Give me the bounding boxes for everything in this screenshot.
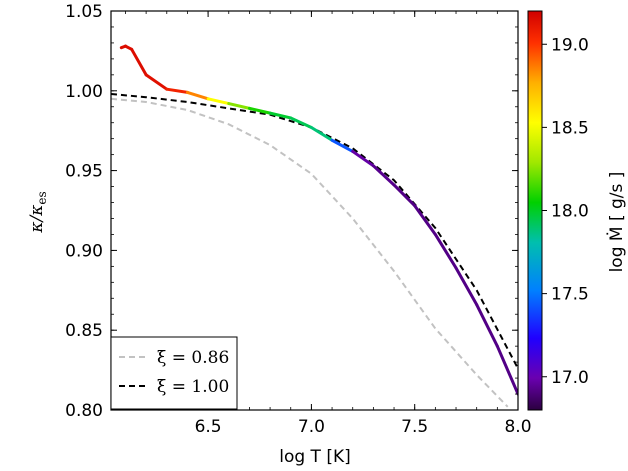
x-tick-label: 6.5 [195,417,222,437]
colored-series-segment [392,183,417,208]
colored-series-segment [433,232,458,270]
colored-series-segment [495,344,518,396]
colored-series-segment [206,97,231,106]
legend-label: ξ = 1.00 [157,377,229,397]
x-tick-label: 8.0 [504,417,531,437]
colored-series-segment [268,111,293,120]
x-axis-label: log T [K] [279,447,351,467]
colored-series-segment [165,87,189,94]
colored-series-segment [330,138,355,153]
colorbar-label: log Ṁ [ g/s ] [606,172,627,273]
colored-series-segment [289,116,313,130]
colored-series-segment [144,73,169,91]
colored-series-segment [227,102,251,110]
colorbar-tick-label: 17.5 [551,285,589,305]
series-line-0 [111,97,509,408]
colorbar-tick-label: 17.0 [551,368,589,388]
y-tick-label: 1.00 [65,82,103,102]
y-axis: 0.80 0.85 0.90 0.95 1.00 1.05 [65,2,518,421]
y-tick-label: 1.05 [65,2,103,22]
colorbar: 17.0 17.5 18.0 18.5 19.0 log Ṁ [ g/s ] [527,10,627,411]
colorbar-gradient [527,10,543,411]
series-group [111,44,518,408]
colored-series-segment [130,47,148,77]
colored-series-segment [309,126,334,142]
colored-series-segment [351,149,375,168]
x-tick-label: 7.5 [401,417,428,437]
colorbar-tick-label: 18.0 [551,202,589,222]
colorbar-tick-label: 18.5 [551,118,589,138]
plot-frame [110,10,519,411]
colored-series-segment [454,266,479,307]
y-tick-label: 0.95 [65,162,103,182]
colored-series-segment [247,106,272,115]
x-axis: 6.5 7.0 7.5 8.0 [125,11,532,437]
y-tick-label: 0.85 [65,321,103,341]
colored-series-segment [185,90,210,101]
x-tick-label: 7.0 [298,417,325,437]
y-axis-label: κ/κes [27,191,49,233]
legend: ξ = 0.86 ξ = 1.00 [110,336,238,410]
y-tick-label: 0.80 [65,401,103,421]
colored-series-segment [413,204,437,236]
colorbar-tick-label: 19.0 [551,35,589,55]
y-tick-label: 0.90 [65,241,103,261]
colored-series-segment [475,303,499,348]
legend-label: ξ = 0.86 [157,348,229,368]
colored-series-segment [371,164,396,187]
